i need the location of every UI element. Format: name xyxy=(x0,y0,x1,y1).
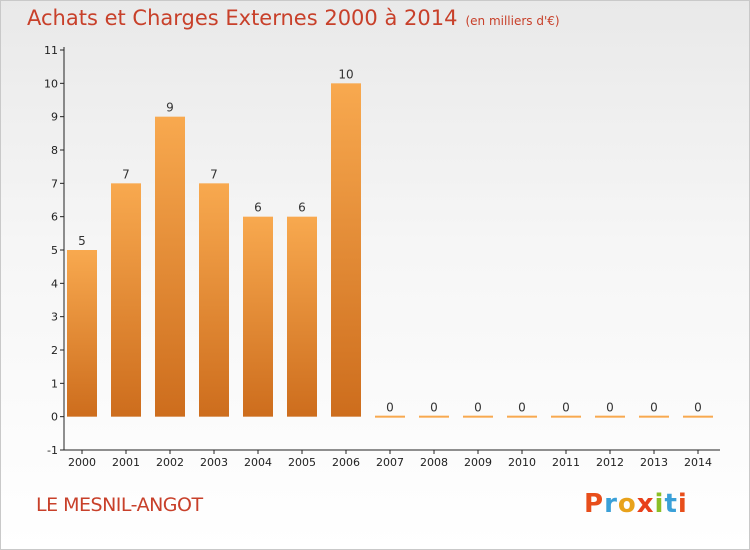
y-tick-label: -1 xyxy=(47,444,58,457)
y-tick-label: 1 xyxy=(51,377,58,390)
y-tick-label: 9 xyxy=(51,111,58,124)
bar-value-label: 0 xyxy=(650,401,658,415)
bar-value-label: 7 xyxy=(210,167,218,181)
bar xyxy=(199,183,229,417)
x-tick-label: 2007 xyxy=(376,456,404,469)
bar-value-label: 7 xyxy=(122,167,130,181)
bar-value-label: 0 xyxy=(562,401,570,415)
x-tick-label: 2001 xyxy=(112,456,140,469)
bar-value-label: 5 xyxy=(78,234,86,248)
bar xyxy=(375,415,405,418)
y-tick-label: 5 xyxy=(51,244,58,257)
bar-value-label: 0 xyxy=(606,401,614,415)
y-tick-label: 7 xyxy=(51,177,58,190)
proxiti-logo[interactable]: Proxiti xyxy=(584,489,688,519)
bar xyxy=(111,183,141,417)
bar xyxy=(683,415,713,418)
x-tick-label: 2012 xyxy=(596,456,624,469)
commune-name: LE MESNIL-ANGOT xyxy=(36,494,203,516)
bar xyxy=(287,216,317,417)
x-tick-label: 2013 xyxy=(640,456,668,469)
bar xyxy=(551,415,581,418)
x-tick-label: 2014 xyxy=(684,456,712,469)
bar xyxy=(463,415,493,418)
x-tick-label: 2010 xyxy=(508,456,536,469)
chart-unit: (en milliers d'€) xyxy=(465,14,560,28)
y-tick-label: 3 xyxy=(51,311,58,324)
x-tick-label: 2003 xyxy=(200,456,228,469)
x-tick-label: 2011 xyxy=(552,456,580,469)
bar-value-label: 0 xyxy=(694,401,702,415)
x-tick-label: 2009 xyxy=(464,456,492,469)
y-tick-label: 2 xyxy=(51,344,58,357)
bar-value-label: 0 xyxy=(474,401,482,415)
x-tick-label: 2005 xyxy=(288,456,316,469)
bar xyxy=(155,116,185,417)
bar xyxy=(331,83,361,417)
bar-value-label: 0 xyxy=(386,401,394,415)
bar xyxy=(419,415,449,418)
x-tick-label: 2002 xyxy=(156,456,184,469)
chart-title-text: Achats et Charges Externes 2000 à 2014 xyxy=(27,6,458,30)
y-tick-label: 6 xyxy=(51,211,58,224)
x-tick-label: 2000 xyxy=(68,456,96,469)
x-tick-label: 2008 xyxy=(420,456,448,469)
y-tick-label: 4 xyxy=(51,277,58,290)
y-tick-label: 0 xyxy=(51,411,58,424)
y-tick-label: 11 xyxy=(44,44,58,57)
bar xyxy=(507,415,537,418)
chart-title: Achats et Charges Externes 2000 à 2014 (e… xyxy=(27,6,560,30)
y-tick-label: 8 xyxy=(51,144,58,157)
x-tick-label: 2006 xyxy=(332,456,360,469)
y-tick-label: 10 xyxy=(44,77,58,90)
bar-value-label: 0 xyxy=(430,401,438,415)
bar-value-label: 6 xyxy=(298,201,306,215)
bar-value-label: 10 xyxy=(338,67,353,81)
bar xyxy=(243,216,273,417)
bar xyxy=(639,415,669,418)
bar-value-label: 0 xyxy=(518,401,526,415)
x-tick-label: 2004 xyxy=(244,456,272,469)
bar-value-label: 6 xyxy=(254,201,262,215)
bar xyxy=(67,250,97,417)
bar-value-label: 9 xyxy=(166,101,174,115)
bar xyxy=(595,415,625,418)
